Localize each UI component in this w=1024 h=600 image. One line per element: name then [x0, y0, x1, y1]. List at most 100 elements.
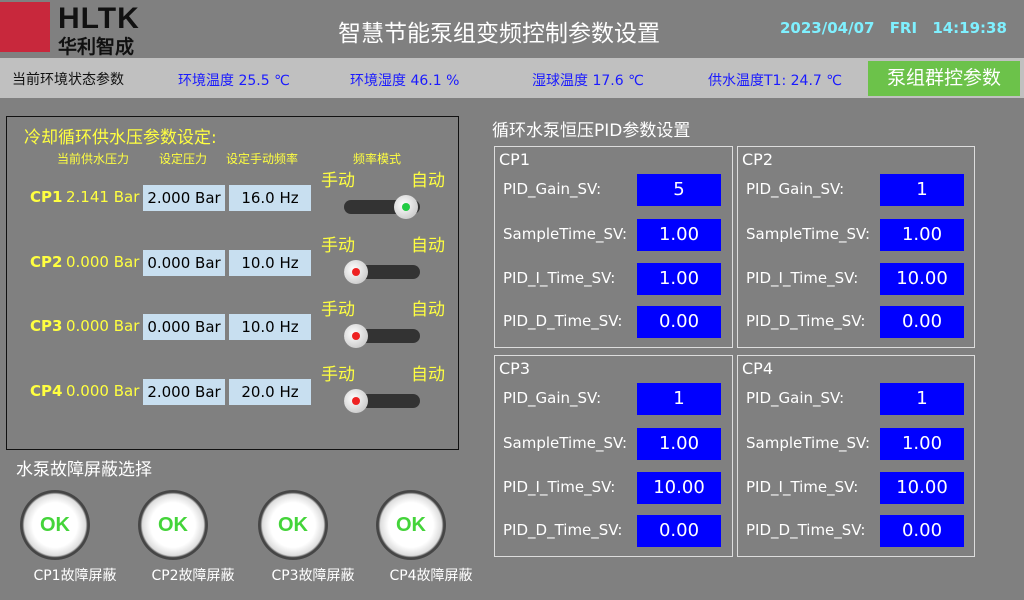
auto-label: 自动 — [411, 365, 445, 385]
env-temp: 环境温度 25.5 ℃ — [178, 73, 290, 89]
fault-mask-label: CP3故障屏蔽 — [271, 568, 355, 584]
fault-mask-button[interactable]: OK — [376, 490, 446, 560]
current-pressure: 2.141 Bar — [66, 188, 140, 206]
pid-param-label: PID_D_Time_SV: — [746, 312, 866, 330]
pid-param-label: SampleTime_SV: — [746, 225, 871, 243]
pid-param-label: PID_I_Time_SV: — [503, 269, 616, 287]
setpoint-pressure-input[interactable]: 0.000 Bar — [143, 314, 225, 340]
fault-mask-label: CP2故障屏蔽 — [151, 568, 235, 584]
pid-param-value[interactable]: 0.00 — [880, 306, 964, 338]
pid-param-value[interactable]: 1.00 — [637, 219, 721, 251]
manual-label: 手动 — [321, 236, 355, 256]
ok-check-icon: OK — [278, 513, 308, 536]
setpoint-pressure-input[interactable]: 0.000 Bar — [143, 250, 225, 276]
time: 14:19:38 — [932, 19, 1007, 37]
pid-group-title: CP4 — [742, 359, 773, 378]
pressure-panel — [6, 116, 459, 450]
pid-param-value[interactable]: 10.00 — [880, 263, 964, 295]
pid-param-label: PID_I_Time_SV: — [503, 478, 616, 496]
datetime: 2023/04/07 FRI 14:19:38 — [780, 19, 1007, 37]
pid-param-label: SampleTime_SV: — [503, 225, 628, 243]
pid-param-value[interactable]: 1 — [880, 174, 964, 206]
header-freq-mode: 频率模式 — [353, 152, 402, 166]
pid-param-value[interactable]: 1 — [637, 383, 721, 415]
pid-title: 循环水泵恒压PID参数设置 — [492, 121, 691, 141]
ok-check-icon: OK — [158, 513, 188, 536]
pid-group-cp3 — [494, 355, 733, 557]
ok-check-icon: OK — [40, 513, 70, 536]
status-bar — [0, 58, 1024, 98]
pid-param-label: PID_D_Time_SV: — [503, 521, 623, 539]
fault-title: 水泵故障屏蔽选择 — [16, 460, 152, 480]
env-humidity: 环境湿度 46.1 % — [350, 73, 460, 89]
pid-group-cp4 — [737, 355, 975, 557]
pid-group-title: CP1 — [499, 150, 530, 169]
pid-param-value[interactable]: 0.00 — [880, 515, 964, 547]
fault-mask-button[interactable]: OK — [258, 490, 328, 560]
setpoint-pressure-input[interactable]: 2.000 Bar — [143, 379, 225, 405]
setpoint-pressure-input[interactable]: 2.000 Bar — [143, 185, 225, 211]
pid-param-label: SampleTime_SV: — [503, 434, 628, 452]
pid-group-title: CP2 — [742, 150, 773, 169]
wet-bulb-temp: 湿球温度 17.6 ℃ — [532, 73, 644, 89]
pid-group-cp1 — [494, 146, 733, 348]
current-pressure: 0.000 Bar — [66, 253, 140, 271]
ok-check-icon: OK — [396, 513, 426, 536]
pump-name: CP2 — [30, 253, 63, 271]
pid-param-label: PID_D_Time_SV: — [746, 521, 866, 539]
pid-param-label: SampleTime_SV: — [746, 434, 871, 452]
manual-freq-input[interactable]: 10.0 Hz — [229, 314, 311, 340]
manual-freq-input[interactable]: 20.0 Hz — [229, 379, 311, 405]
logo-icon — [0, 2, 50, 52]
pid-param-label: PID_I_Time_SV: — [746, 269, 859, 287]
auto-label: 自动 — [411, 236, 445, 256]
manual-label: 手动 — [321, 365, 355, 385]
pid-param-value[interactable]: 0.00 — [637, 515, 721, 547]
manual-freq-input[interactable]: 16.0 Hz — [229, 185, 311, 211]
pid-group-title: CP3 — [499, 359, 530, 378]
pid-group-cp2 — [737, 146, 975, 348]
pid-param-label: PID_I_Time_SV: — [746, 478, 859, 496]
auto-label: 自动 — [411, 171, 445, 191]
freq-mode-toggle[interactable] — [344, 195, 420, 219]
pid-param-label: PID_Gain_SV: — [746, 389, 845, 407]
pid-param-value[interactable]: 1.00 — [637, 263, 721, 295]
pid-param-value[interactable]: 5 — [637, 174, 721, 206]
fault-mask-button[interactable]: OK — [20, 490, 90, 560]
manual-label: 手动 — [321, 300, 355, 320]
freq-mode-toggle[interactable] — [344, 389, 420, 413]
freq-mode-toggle[interactable] — [344, 324, 420, 348]
pid-param-value[interactable]: 1 — [880, 383, 964, 415]
fault-mask-label: CP1故障屏蔽 — [33, 568, 117, 584]
fault-mask-button[interactable]: OK — [138, 490, 208, 560]
brand-name-cn: 华利智成 — [58, 36, 135, 58]
fault-mask-label: CP4故障屏蔽 — [389, 568, 473, 584]
brand-name: HLTK — [58, 2, 140, 35]
group-control-button[interactable]: 泵组群控参数 — [868, 61, 1020, 96]
pid-param-label: PID_Gain_SV: — [746, 180, 845, 198]
pid-param-value[interactable]: 10.00 — [880, 472, 964, 504]
manual-label: 手动 — [321, 171, 355, 191]
pump-name: CP1 — [30, 188, 63, 206]
pump-name: CP4 — [30, 382, 63, 400]
pid-param-value[interactable]: 0.00 — [637, 306, 721, 338]
pid-param-value[interactable]: 1.00 — [880, 428, 964, 460]
status-label: 当前环境状态参数 — [12, 72, 124, 88]
auto-label: 自动 — [411, 300, 445, 320]
pid-param-value[interactable]: 1.00 — [637, 428, 721, 460]
pid-param-value[interactable]: 1.00 — [880, 219, 964, 251]
pump-name: CP3 — [30, 317, 63, 335]
weekday: FRI — [889, 19, 918, 37]
header-current: 当前供水压力 — [57, 152, 130, 166]
manual-freq-input[interactable]: 10.0 Hz — [229, 250, 311, 276]
header-setpoint: 设定压力 — [159, 152, 208, 166]
date: 2023/04/07 — [780, 19, 875, 37]
freq-mode-toggle[interactable] — [344, 260, 420, 284]
page-title: 智慧节能泵组变频控制参数设置 — [338, 21, 660, 47]
header-manual-freq: 设定手动频率 — [226, 152, 299, 166]
pid-param-value[interactable]: 10.00 — [637, 472, 721, 504]
supply-temp: 供水温度T1: 24.7 ℃ — [708, 73, 842, 89]
pressure-title: 冷却循环供水压参数设定: — [24, 128, 217, 148]
pid-param-label: PID_Gain_SV: — [503, 389, 602, 407]
pid-param-label: PID_D_Time_SV: — [503, 312, 623, 330]
